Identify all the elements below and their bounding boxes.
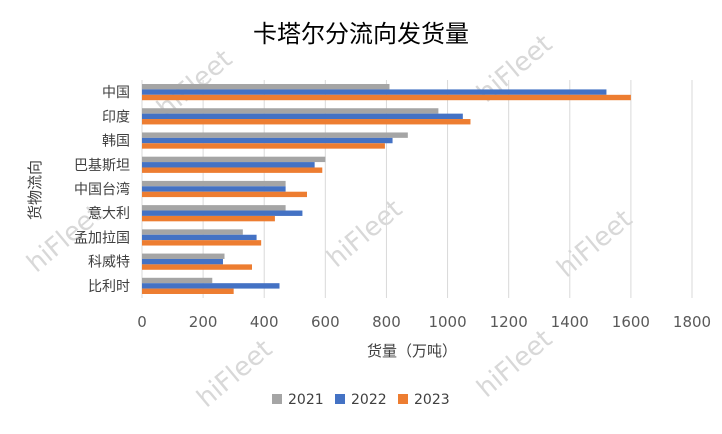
- bar-2022: [142, 283, 280, 289]
- bar-2021: [142, 108, 439, 114]
- bar-2023: [142, 94, 631, 101]
- category-label: 比利时: [88, 279, 130, 295]
- x-tick-label: 1200: [490, 313, 528, 331]
- bar-2022: [142, 210, 303, 216]
- bar-2021: [142, 253, 225, 259]
- x-tick-label: 1600: [612, 313, 650, 331]
- bar-2021: [142, 205, 286, 211]
- bar-2021: [142, 277, 213, 284]
- legend-swatch-2021: [272, 394, 282, 404]
- bars: [142, 84, 631, 294]
- category-label: 中国台湾: [74, 181, 130, 198]
- bar-2023: [142, 167, 323, 173]
- legend-label-2021: 2021: [288, 392, 324, 408]
- bar-2022: [142, 89, 607, 95]
- x-tick-label: 600: [311, 313, 340, 331]
- bar-2023: [142, 240, 262, 246]
- bar-2021: [142, 84, 390, 90]
- x-tick-label: 800: [372, 313, 401, 331]
- category-label: 意大利: [88, 205, 130, 222]
- watermark-text: hiFleet: [191, 334, 278, 414]
- legend-label-2023: 2023: [414, 392, 450, 408]
- y-axis-title: 货物流向: [26, 160, 44, 220]
- x-tick-label: 400: [250, 313, 279, 331]
- bar-2023: [142, 143, 385, 149]
- bar-2023: [142, 191, 307, 198]
- category-label: 科威特: [88, 255, 130, 271]
- bar-2022: [142, 113, 463, 120]
- bar-2022: [142, 137, 393, 144]
- x-tick-label: 1800: [673, 313, 711, 331]
- bar-2023: [142, 119, 471, 125]
- x-tick-label: 1000: [428, 313, 466, 331]
- chart-title: 卡塔尔分流向发货量: [253, 20, 469, 48]
- bar-2023: [142, 264, 252, 270]
- watermark-text: hiFleet: [471, 324, 558, 404]
- bar-2023: [142, 215, 275, 222]
- legend-swatch-2023: [398, 394, 408, 404]
- x-tick-labels: 0 200 400 600 800 1000 1200 1400 1600 1800: [137, 313, 711, 331]
- legend-swatch-2022: [335, 394, 345, 404]
- category-label: 中国: [102, 85, 130, 101]
- bar-2021: [142, 132, 408, 138]
- watermark-text: hiFleet: [551, 204, 638, 284]
- x-tick-label: 0: [137, 313, 147, 331]
- category-label: 韩国: [102, 134, 130, 150]
- watermark-text: hiFleet: [321, 194, 408, 274]
- bar-2023: [142, 288, 234, 294]
- legend: 2021 2022 2023: [272, 392, 450, 408]
- x-tick-label: 1400: [551, 313, 589, 331]
- bar-2021: [142, 180, 286, 187]
- category-label: 印度: [102, 109, 130, 125]
- x-axis-title: 货量（万吨）: [367, 342, 457, 360]
- bar-2022: [142, 258, 223, 265]
- legend-label-2022: 2022: [351, 392, 387, 408]
- bar-2022: [142, 234, 257, 241]
- category-label: 孟加拉国: [74, 230, 130, 246]
- bar-2022: [142, 162, 315, 168]
- category-label: 巴基斯坦: [74, 157, 130, 174]
- bar-2021: [142, 156, 326, 163]
- bar-2021: [142, 229, 243, 235]
- x-tick-label: 200: [189, 313, 218, 331]
- bar-2022: [142, 186, 286, 192]
